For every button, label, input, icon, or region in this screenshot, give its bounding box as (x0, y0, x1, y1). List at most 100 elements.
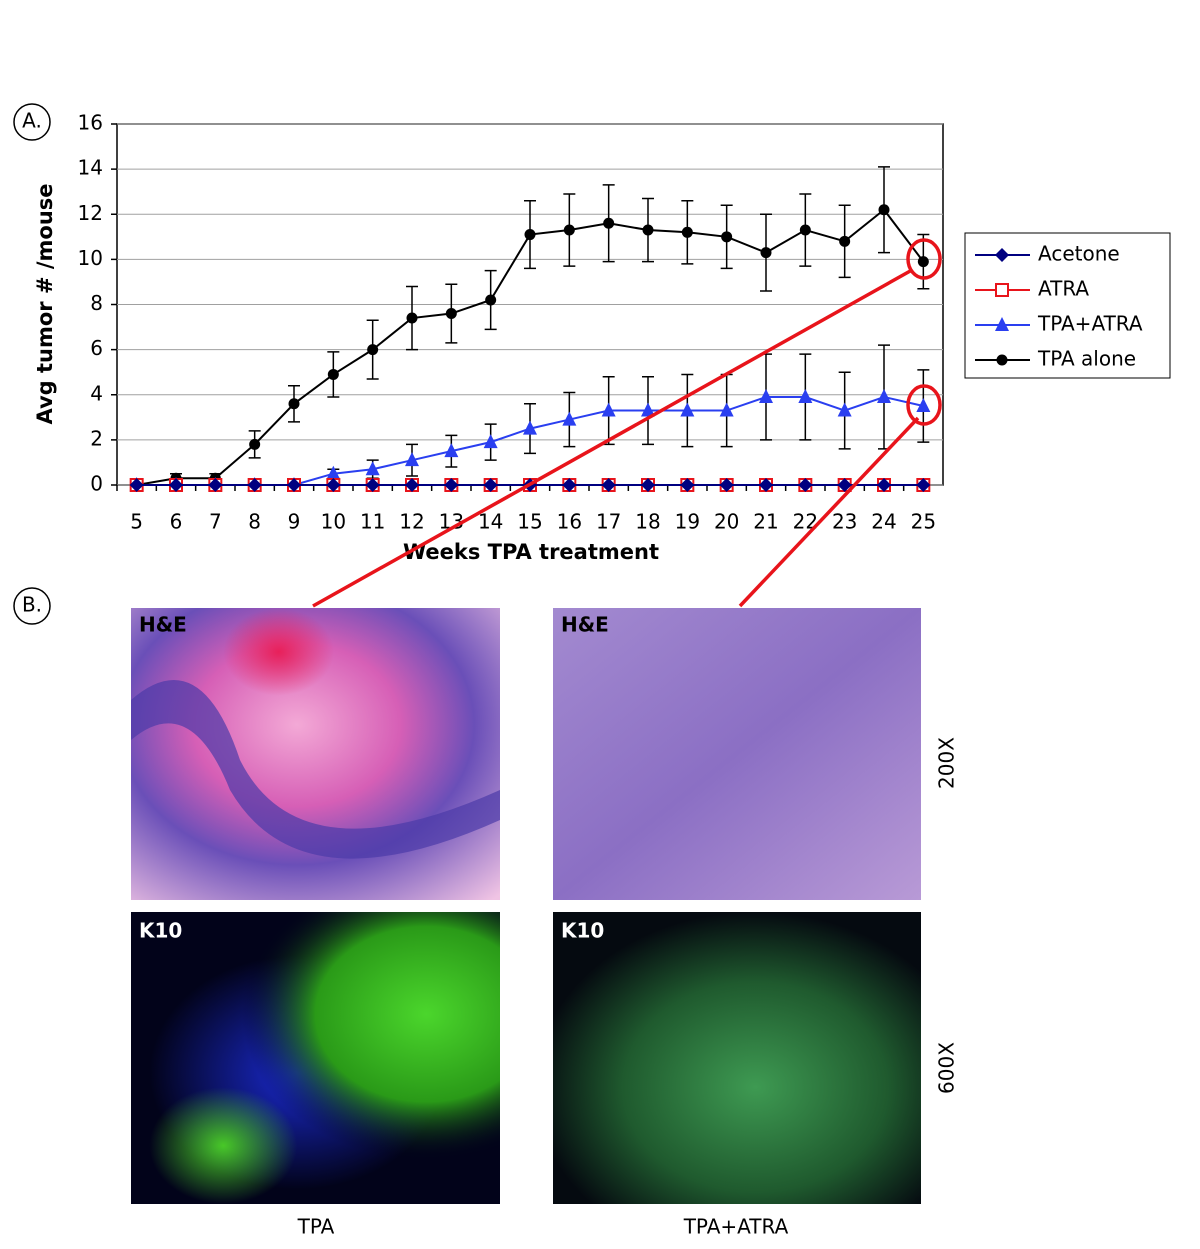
image-k10-tpa-green2 (131, 912, 500, 1204)
marker (405, 452, 419, 467)
magnification-label: 600X (935, 1042, 959, 1094)
marker (995, 317, 1009, 331)
panel-label: A. (22, 109, 42, 133)
panel-circle (13, 103, 51, 141)
marker (601, 402, 616, 417)
image-k10-tpaatra (553, 912, 921, 1204)
x-tick-label: 20 (714, 510, 739, 534)
marker (641, 402, 655, 417)
marker (916, 478, 931, 492)
x-tick-label: 18 (635, 510, 660, 534)
marker (483, 478, 498, 492)
marker (680, 478, 695, 492)
marker (208, 478, 223, 492)
panel-circle (13, 587, 51, 625)
x-tick-label: 19 (675, 510, 700, 534)
marker (839, 235, 851, 247)
marker (759, 478, 773, 492)
x-tick-label: 7 (209, 510, 222, 534)
marker (603, 217, 615, 229)
marker (444, 478, 459, 492)
marker (563, 224, 575, 236)
marker (916, 398, 931, 413)
legend-label: TPA+ATRA (1037, 312, 1143, 336)
marker (680, 402, 695, 417)
marker (524, 229, 536, 241)
marker (601, 478, 616, 492)
y-tick-label: 12 (78, 201, 103, 225)
marker (523, 420, 537, 435)
x-tick-label: 14 (478, 510, 503, 534)
marker (837, 402, 852, 417)
y-tick-label: 4 (90, 381, 103, 405)
y-tick-label: 6 (90, 336, 103, 360)
legend-label: Acetone (1038, 242, 1120, 266)
x-tick-label: 6 (170, 510, 183, 534)
y-tick-label: 14 (78, 156, 103, 180)
marker (759, 389, 773, 404)
x-tick-label: 16 (557, 510, 582, 534)
x-tick-label: 11 (360, 510, 385, 534)
callout-ring (906, 384, 942, 426)
x-tick-label: 15 (517, 510, 542, 534)
x-tick-label: 25 (911, 510, 936, 534)
marker (799, 224, 811, 236)
marker (562, 411, 577, 426)
x-tick-label: 23 (832, 510, 857, 534)
marker (249, 438, 261, 450)
marker (327, 368, 339, 380)
stain-label: H&E (561, 613, 609, 637)
caption: TPA (297, 1215, 335, 1239)
callout-ring (906, 238, 942, 280)
marker (641, 478, 655, 492)
marker (798, 478, 813, 492)
marker (445, 308, 457, 320)
panel-label: B. (22, 593, 42, 617)
marker (485, 294, 497, 306)
legend: Acetone ATRA TPA+ATRA TPA alone (975, 242, 1143, 371)
marker (288, 398, 300, 410)
marker (129, 478, 144, 492)
y-tick-label: 8 (90, 291, 103, 315)
legend-label: ATRA (1038, 277, 1089, 301)
marker (878, 204, 890, 216)
y-tick-label: 2 (90, 426, 103, 450)
caption: TPA+ATRA (683, 1215, 789, 1239)
x-tick-label: 5 (130, 510, 143, 534)
x-tick-label: 17 (596, 510, 621, 534)
callout-line (312, 268, 913, 608)
y-tick-label: 16 (78, 111, 103, 135)
marker (405, 478, 419, 492)
micrographs: H&E H&E K10 K10 200X 600X TPA TPA+ATRA (131, 608, 959, 1239)
marker (917, 256, 929, 268)
marker (406, 312, 418, 324)
marker (798, 389, 813, 404)
marker (760, 247, 772, 259)
marker (247, 478, 262, 492)
marker (719, 478, 734, 492)
marker (996, 354, 1008, 366)
legend-label: TPA alone (1037, 347, 1136, 371)
x-tick-label: 12 (399, 510, 424, 534)
marker (719, 402, 734, 417)
marker (326, 478, 341, 492)
x-tick-label: 24 (871, 510, 896, 534)
x-tick-label: 9 (288, 510, 301, 534)
y-tick-label: 10 (78, 246, 103, 270)
y-axis-title: Avg tumor # /mouse (33, 183, 57, 424)
marker (483, 434, 498, 449)
x-tick-label: 21 (753, 510, 778, 534)
marker (877, 389, 891, 404)
marker (444, 443, 459, 458)
x-tick-label: 10 (321, 510, 346, 534)
marker (721, 231, 733, 243)
x-tick-label: 8 (248, 510, 261, 534)
marker (287, 478, 301, 492)
image-he-tpa-layer (131, 680, 500, 859)
marker (995, 248, 1009, 262)
marker (365, 478, 380, 492)
marker (995, 283, 1009, 297)
data (129, 166, 931, 492)
